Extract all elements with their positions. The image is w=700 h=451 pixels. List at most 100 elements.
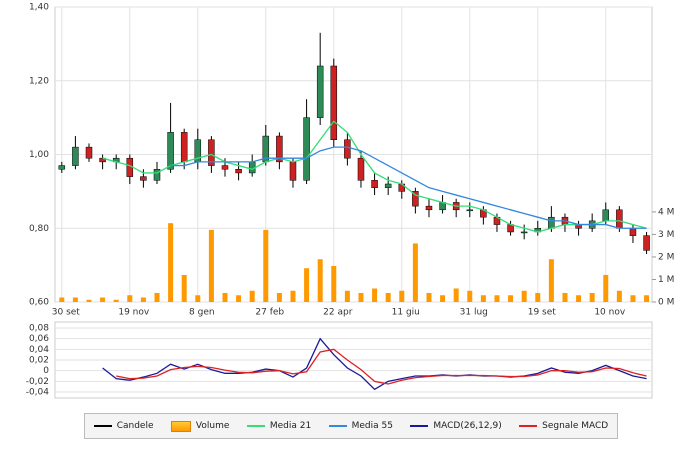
volume-bar	[548, 259, 554, 302]
candle-body	[344, 139, 351, 159]
legend-label: Media 55	[351, 421, 393, 431]
volume-bar	[140, 297, 146, 302]
volume-bar	[412, 243, 418, 302]
y-tick-label: 1,00	[29, 150, 49, 160]
legend-swatch	[519, 425, 538, 427]
y2-tick-label: 1 M	[658, 275, 674, 285]
volume-bar	[535, 292, 541, 302]
legend-swatch	[410, 425, 429, 427]
x-tick-label: 8 gen	[189, 308, 215, 318]
candle-body	[643, 235, 650, 251]
volume-bar	[616, 290, 622, 302]
y-tick-label: 1,20	[29, 76, 49, 86]
volume-bar	[195, 295, 201, 302]
volume-bar	[480, 295, 486, 302]
x-tick-label: 30 set	[52, 308, 81, 318]
x-tick-label: 27 feb	[255, 308, 284, 318]
volume-bar	[453, 288, 459, 302]
legend-swatch	[328, 425, 347, 427]
candle-body	[289, 161, 297, 181]
legend-label: Candele	[116, 421, 154, 431]
candle-body	[167, 132, 174, 170]
y2-tick-label: 4 M	[658, 207, 674, 217]
candle-body	[208, 139, 215, 166]
y2-tick-label: 0 M	[658, 298, 674, 308]
volume-bar	[263, 229, 269, 302]
legend-item: Media 55	[328, 421, 393, 431]
volume-bar	[222, 292, 228, 302]
x-tick-label: 19 nov	[118, 308, 150, 318]
volume-bar	[508, 295, 514, 302]
candle-body	[602, 209, 610, 222]
legend: Candele Volume Media 21 Media 55 MACD(26,12,…	[84, 413, 618, 439]
candle-body	[616, 209, 623, 229]
volume-bar	[276, 292, 282, 302]
y-tick-label: 0,60	[29, 298, 49, 308]
x-tick-label: 10 nov	[594, 308, 626, 318]
candle-body	[412, 191, 419, 207]
candle-body	[357, 157, 365, 181]
legend-label: Segnale MACD	[542, 421, 609, 431]
y2-tick-label: 3 M	[658, 230, 674, 240]
legend-item: Media 21	[246, 421, 312, 431]
volume-bar	[494, 295, 500, 302]
volume-bar	[208, 229, 214, 302]
volume-bar	[113, 299, 119, 302]
candle-body	[384, 183, 392, 188]
y-tick-label: -0,02	[26, 377, 49, 387]
x-tick-label: 19 set	[528, 308, 557, 318]
candle-body	[316, 65, 324, 118]
series-line	[170, 146, 647, 229]
volume-bar	[86, 299, 92, 302]
y-tick-label: 0,08	[29, 324, 49, 334]
volume-bar	[385, 292, 391, 302]
volume-bar	[426, 292, 432, 302]
legend-label: Media 21	[269, 421, 312, 431]
candle-body	[520, 231, 528, 234]
volume-bar	[521, 290, 527, 302]
volume-bar	[630, 295, 636, 302]
volume-bar	[372, 288, 378, 302]
volume-bar	[562, 292, 568, 302]
y-tick-label: 0,02	[29, 356, 49, 366]
volume-bar	[127, 295, 133, 302]
volume-bar	[440, 295, 446, 302]
legend-swatch	[246, 425, 265, 427]
y-tick-label: 0,04	[29, 345, 49, 355]
candle-body	[330, 65, 338, 140]
candle-body	[235, 169, 242, 174]
candle-body	[85, 146, 93, 159]
candle-body	[466, 209, 474, 212]
volume-bar	[181, 274, 187, 302]
candle-body	[221, 165, 229, 170]
volume-bar	[331, 265, 337, 302]
candle-body	[548, 216, 555, 229]
x-tick-label: 22 apr	[323, 308, 353, 318]
candle-body	[180, 132, 188, 163]
y-tick-label: 0,80	[29, 224, 49, 234]
volume-bar	[317, 259, 323, 302]
candle-body	[629, 228, 637, 236]
volume-bar	[249, 290, 255, 302]
volume-bar	[154, 292, 160, 302]
legend-swatch	[170, 420, 191, 432]
volume-bar	[100, 297, 106, 302]
legend-item: Candele	[93, 421, 154, 431]
volume-bar	[576, 295, 582, 302]
legend-swatch	[93, 425, 112, 427]
y-tick-label: 1,40	[29, 3, 49, 13]
volume-bar	[399, 290, 405, 302]
legend-label: Volume	[195, 421, 230, 431]
candle-body	[140, 176, 147, 181]
volume-bar	[168, 223, 174, 302]
series-line	[102, 120, 647, 233]
legend-label: MACD(26,12,9)	[433, 421, 502, 431]
volume-bar	[358, 292, 364, 302]
volume-bar	[236, 295, 242, 302]
legend-item: MACD(26,12,9)	[410, 421, 502, 431]
x-tick-label: 11 giu	[392, 308, 420, 318]
volume-bar	[290, 290, 296, 302]
volume-bar	[644, 295, 650, 302]
